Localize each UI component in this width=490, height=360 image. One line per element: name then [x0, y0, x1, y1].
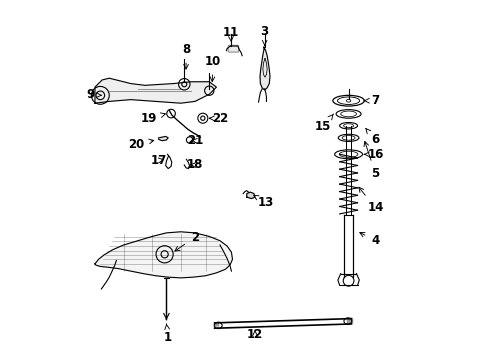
- Polygon shape: [95, 78, 217, 103]
- Text: 18: 18: [187, 158, 203, 171]
- Text: 14: 14: [359, 187, 384, 214]
- Text: 21: 21: [188, 134, 204, 147]
- Text: 19: 19: [141, 112, 166, 125]
- Text: 8: 8: [182, 43, 190, 69]
- Text: 1: 1: [164, 324, 172, 344]
- Text: 15: 15: [315, 114, 334, 133]
- Text: 4: 4: [360, 233, 380, 247]
- Text: 13: 13: [254, 195, 274, 209]
- Text: 9: 9: [87, 89, 102, 102]
- Text: 16: 16: [364, 148, 384, 161]
- Polygon shape: [260, 47, 270, 90]
- Text: 10: 10: [205, 55, 221, 82]
- Text: 17: 17: [150, 154, 167, 167]
- Polygon shape: [95, 232, 232, 278]
- Text: 20: 20: [128, 138, 154, 151]
- Polygon shape: [159, 136, 168, 141]
- Text: 22: 22: [209, 112, 229, 125]
- Text: 6: 6: [366, 128, 380, 147]
- Text: 11: 11: [222, 26, 239, 42]
- FancyBboxPatch shape: [228, 45, 239, 52]
- Text: 5: 5: [364, 141, 380, 180]
- Text: 2: 2: [175, 231, 199, 251]
- Text: 3: 3: [261, 25, 269, 45]
- Text: 12: 12: [247, 328, 263, 341]
- Polygon shape: [247, 192, 255, 199]
- Text: 7: 7: [364, 94, 379, 107]
